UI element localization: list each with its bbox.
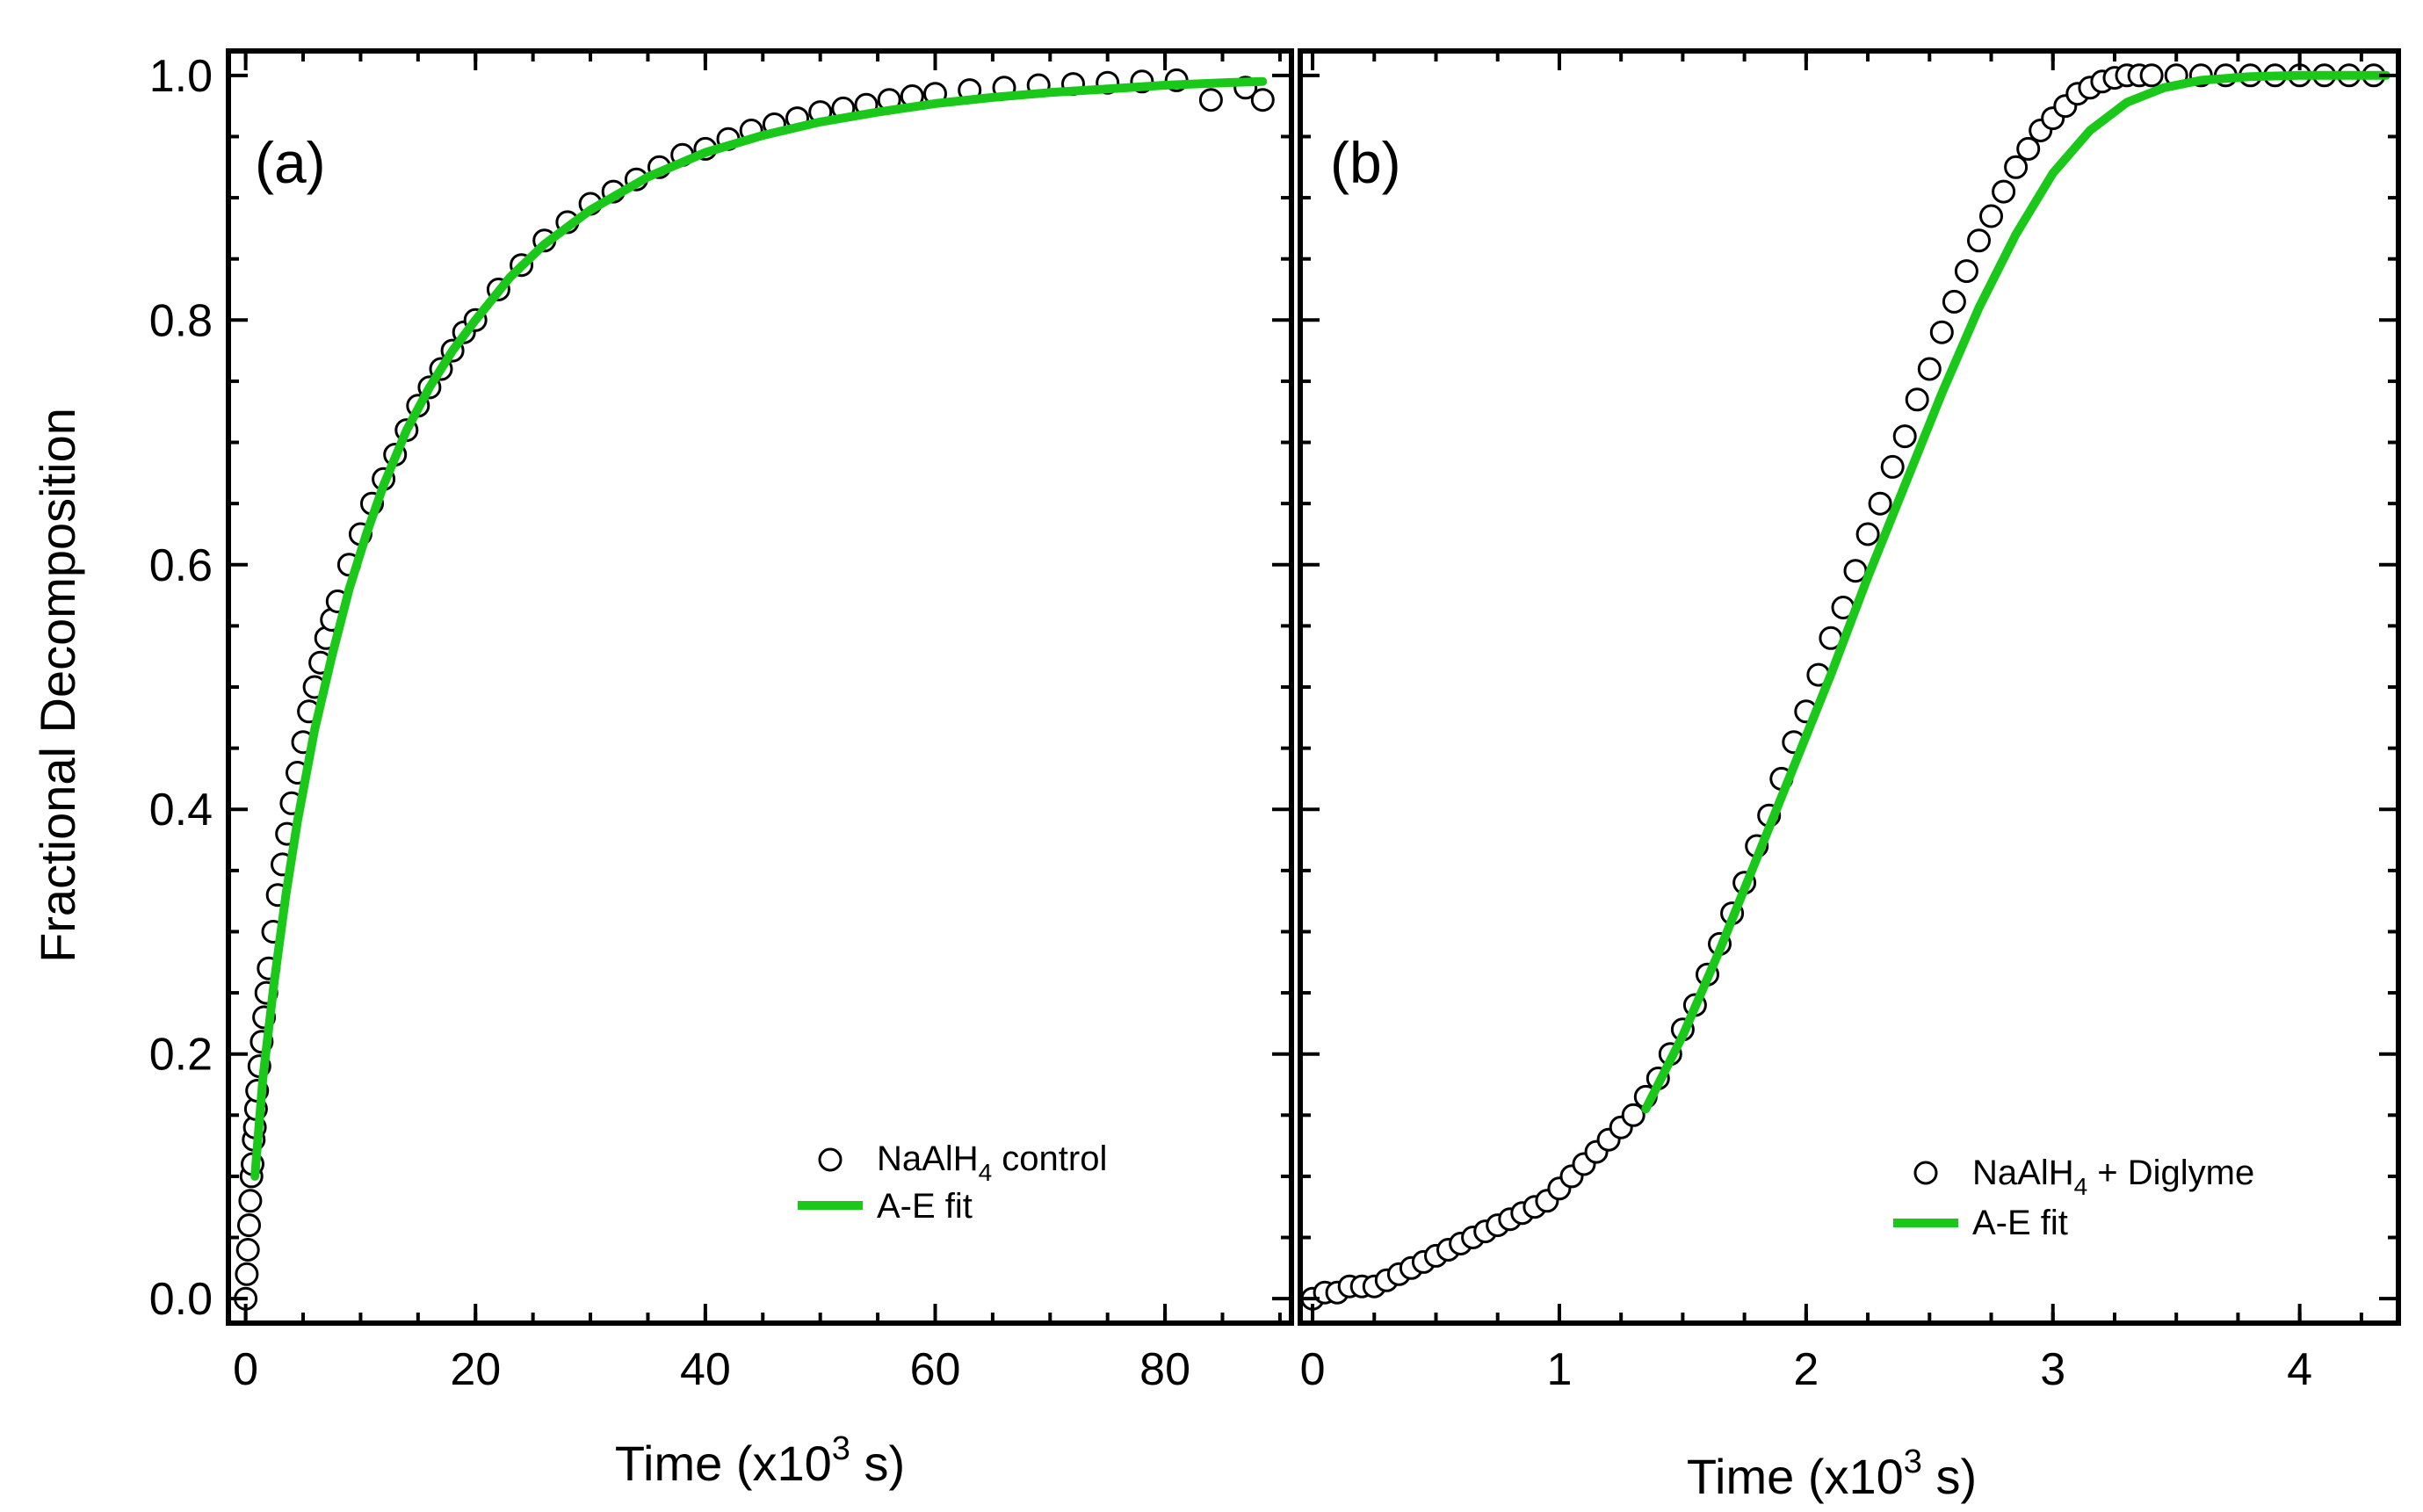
panel-a-xlabel-main: Time (x10 bbox=[615, 1436, 832, 1491]
panel-b-ticks bbox=[1300, 51, 2398, 1323]
panel-b-point bbox=[1954, 259, 1978, 284]
panel-b-point bbox=[1992, 179, 2016, 204]
panel-a-ytick-label: 0.2 bbox=[149, 1030, 213, 1081]
panel-a-ytick-label: 0.6 bbox=[149, 540, 213, 591]
panel-b-legend-label-2: A-E fit bbox=[1972, 1204, 2068, 1242]
panel-b-xlabel-sup: 3 bbox=[1904, 1443, 1922, 1480]
panel-a-point bbox=[238, 1189, 263, 1213]
panel-a-xlabel-tail: s) bbox=[850, 1436, 905, 1491]
panel-a-point bbox=[237, 1213, 261, 1238]
panel-b-point bbox=[1942, 289, 1966, 314]
panel-a-xtick-labels: 0 20 40 60 80 bbox=[233, 1344, 1190, 1395]
panel-b-label: (b) bbox=[1330, 130, 1401, 195]
panel-b-point bbox=[1917, 357, 1942, 381]
panel-a-ytick-label: 1.0 bbox=[149, 51, 213, 102]
panel-a-xlabel: Time (x103 s) bbox=[615, 1430, 905, 1491]
panel-a-point bbox=[235, 1262, 259, 1286]
panel-b-legend-marker bbox=[1913, 1161, 1938, 1185]
panel-b-point bbox=[1892, 424, 1917, 449]
panel-a-fit-line bbox=[250, 76, 1268, 1181]
panel-a-legend: NaAlH4 control A-E fit bbox=[798, 1139, 1107, 1226]
panel-b-point bbox=[1621, 1103, 1645, 1127]
panel-b-fit bbox=[1641, 70, 2390, 1114]
panel-a-ticks bbox=[228, 51, 1291, 1323]
panel-b-xtick-labels: 0 1 2 3 4 bbox=[1300, 1344, 2313, 1395]
panel-b-xtick-label: 1 bbox=[1546, 1344, 1572, 1395]
panel-a-markers bbox=[234, 68, 1275, 1311]
panel-a-xtick-label: 0 bbox=[233, 1344, 258, 1395]
panel-b-fit-line bbox=[1641, 70, 2390, 1114]
panel-b-xtick-label: 0 bbox=[1300, 1344, 1326, 1395]
panel-a-frame bbox=[226, 48, 1294, 1326]
panel-a-legend-label-1: NaAlH4 control bbox=[877, 1139, 1107, 1186]
panel-b-xtick-label: 3 bbox=[2040, 1344, 2065, 1395]
panel-b-point bbox=[2004, 155, 2029, 179]
panel-a-fit bbox=[250, 76, 1268, 1181]
panel-b-point bbox=[2016, 136, 2041, 161]
panel-a-ytick-label: 0.8 bbox=[149, 295, 213, 346]
panel-a-point bbox=[1250, 88, 1275, 112]
panel-a-xtick-label: 60 bbox=[910, 1344, 961, 1395]
panel-b-markers bbox=[1300, 63, 2386, 1311]
panel-b-legend: NaAlH4 + Diglyme A-E fit bbox=[1893, 1154, 2254, 1242]
panel-b-point bbox=[1905, 387, 1929, 412]
panel-a-point bbox=[235, 1238, 260, 1262]
panel-a-xtick-label: 40 bbox=[680, 1344, 731, 1395]
panel-a-label: (a) bbox=[255, 130, 326, 195]
panel-a: (a) 0 20 40 60 80 0.0 0.2 0.4 0.6 0.8 1.0 Time (x… bbox=[149, 48, 1294, 1491]
panel-b-xtick-label: 2 bbox=[1793, 1344, 1819, 1395]
panel-b-point bbox=[1868, 491, 1892, 516]
y-axis-label: Fractional Decomposition bbox=[30, 408, 85, 963]
panel-b-point bbox=[1979, 204, 2003, 228]
panel-a-xlabel-sup: 3 bbox=[832, 1430, 850, 1467]
panel-b-xtick-label: 4 bbox=[2287, 1344, 2312, 1395]
panel-b-xlabel-tail: s) bbox=[1922, 1449, 1977, 1504]
panel-b-xlabel: Time (x103 s) bbox=[1687, 1443, 1977, 1504]
panel-a-legend-label-2: A-E fit bbox=[877, 1187, 973, 1226]
panel-a-point bbox=[1198, 88, 1223, 112]
panel-b-point bbox=[1855, 522, 1880, 546]
panel-b-legend-label-1: NaAlH4 + Diglyme bbox=[1972, 1154, 2254, 1200]
panel-b-point bbox=[1880, 454, 1905, 479]
panel-a-legend-marker bbox=[818, 1147, 843, 1172]
panel-b-point bbox=[2139, 63, 2164, 88]
panel-b-point bbox=[1967, 228, 1991, 253]
panel-b-xlabel-main: Time (x10 bbox=[1687, 1449, 1904, 1504]
panel-b-frame bbox=[1298, 48, 2401, 1326]
panel-b-point bbox=[1929, 320, 1954, 344]
panel-a-ytick-label: 0.4 bbox=[149, 785, 213, 836]
panel-a-ytick-labels: 0.0 0.2 0.4 0.6 0.8 1.0 bbox=[149, 51, 213, 1325]
panel-a-xtick-label: 20 bbox=[450, 1344, 501, 1395]
panel-a-ytick-label: 0.0 bbox=[149, 1274, 213, 1325]
panel-a-xtick-label: 80 bbox=[1139, 1344, 1190, 1395]
